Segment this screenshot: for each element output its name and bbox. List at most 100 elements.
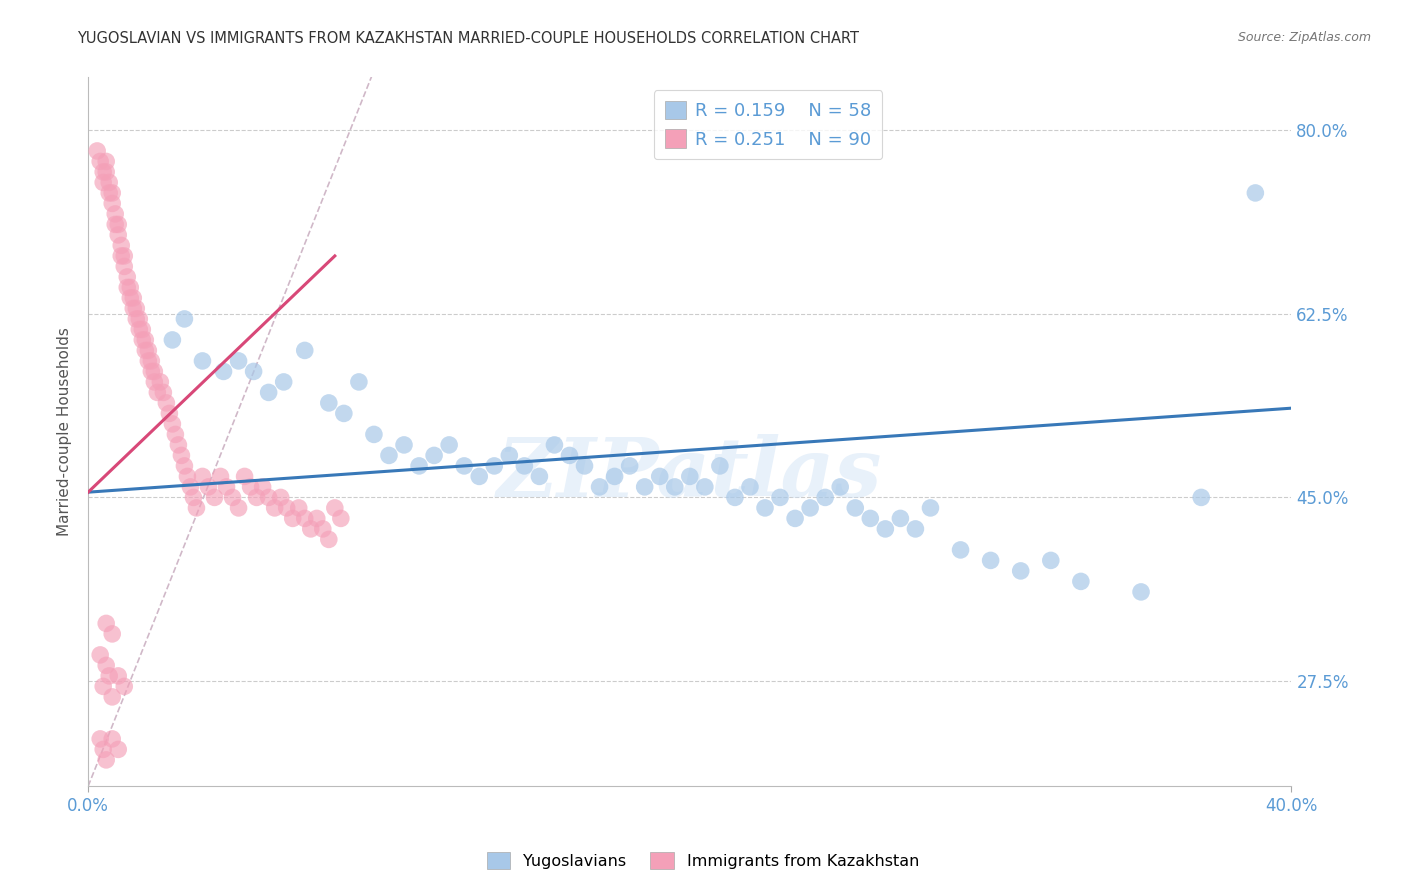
- Point: [664, 480, 686, 494]
- Point: [101, 731, 124, 746]
- Point: [96, 165, 118, 179]
- Point: [91, 742, 114, 756]
- Point: [709, 458, 731, 473]
- Point: [101, 690, 124, 704]
- Point: [89, 648, 111, 662]
- Point: [844, 500, 866, 515]
- Point: [1070, 574, 1092, 589]
- Point: [155, 396, 177, 410]
- Point: [408, 458, 430, 473]
- Point: [299, 522, 322, 536]
- Point: [634, 480, 657, 494]
- Point: [281, 511, 304, 525]
- Point: [513, 458, 536, 473]
- Point: [980, 553, 1002, 567]
- Point: [98, 186, 121, 200]
- Point: [107, 669, 129, 683]
- Point: [167, 438, 190, 452]
- Point: [91, 680, 114, 694]
- Point: [134, 333, 156, 347]
- Point: [128, 322, 150, 336]
- Point: [186, 500, 208, 515]
- Point: [588, 480, 610, 494]
- Point: [875, 522, 897, 536]
- Point: [754, 500, 776, 515]
- Point: [558, 449, 581, 463]
- Point: [239, 480, 262, 494]
- Point: [141, 354, 163, 368]
- Point: [96, 616, 118, 631]
- Point: [107, 742, 129, 756]
- Point: [162, 417, 184, 431]
- Point: [131, 322, 153, 336]
- Point: [110, 249, 132, 263]
- Legend: R = ​0.159    N = 58, R = ​0.251    N = 90: R = ​0.159 N = 58, R = ​0.251 N = 90: [654, 90, 883, 160]
- Point: [179, 480, 201, 494]
- Point: [197, 480, 219, 494]
- Point: [122, 291, 145, 305]
- Point: [318, 533, 340, 547]
- Point: [329, 511, 352, 525]
- Point: [125, 312, 148, 326]
- Point: [146, 385, 169, 400]
- Point: [191, 469, 214, 483]
- Point: [125, 301, 148, 316]
- Point: [134, 343, 156, 358]
- Point: [529, 469, 551, 483]
- Point: [170, 449, 193, 463]
- Point: [101, 186, 124, 200]
- Point: [191, 354, 214, 368]
- Point: [949, 542, 972, 557]
- Point: [131, 333, 153, 347]
- Point: [1244, 186, 1267, 200]
- Point: [294, 511, 316, 525]
- Point: [724, 491, 747, 505]
- Point: [209, 469, 232, 483]
- Point: [468, 469, 491, 483]
- Point: [112, 249, 135, 263]
- Point: [785, 511, 807, 525]
- Point: [294, 343, 316, 358]
- Point: [920, 500, 942, 515]
- Point: [679, 469, 702, 483]
- Point: [221, 491, 243, 505]
- Y-axis label: Married-couple Households: Married-couple Households: [58, 327, 72, 536]
- Point: [120, 280, 142, 294]
- Point: [157, 406, 180, 420]
- Point: [484, 458, 506, 473]
- Point: [347, 375, 370, 389]
- Point: [204, 491, 226, 505]
- Point: [143, 364, 166, 378]
- Point: [107, 218, 129, 232]
- Point: [904, 522, 927, 536]
- Point: [228, 354, 250, 368]
- Point: [98, 176, 121, 190]
- Point: [86, 144, 108, 158]
- Point: [136, 343, 159, 358]
- Point: [91, 165, 114, 179]
- Point: [276, 500, 298, 515]
- Point: [423, 449, 446, 463]
- Point: [141, 364, 163, 378]
- Point: [183, 491, 205, 505]
- Point: [263, 500, 285, 515]
- Point: [242, 364, 264, 378]
- Point: [89, 731, 111, 746]
- Point: [149, 375, 172, 389]
- Point: [233, 469, 256, 483]
- Text: Source: ZipAtlas.com: Source: ZipAtlas.com: [1237, 31, 1371, 45]
- Point: [305, 511, 328, 525]
- Point: [603, 469, 626, 483]
- Point: [117, 269, 139, 284]
- Point: [769, 491, 792, 505]
- Point: [173, 458, 195, 473]
- Point: [312, 522, 335, 536]
- Point: [165, 427, 187, 442]
- Point: [252, 480, 274, 494]
- Point: [89, 154, 111, 169]
- Point: [859, 511, 882, 525]
- Point: [273, 375, 295, 389]
- Point: [98, 669, 121, 683]
- Point: [101, 196, 124, 211]
- Point: [257, 491, 280, 505]
